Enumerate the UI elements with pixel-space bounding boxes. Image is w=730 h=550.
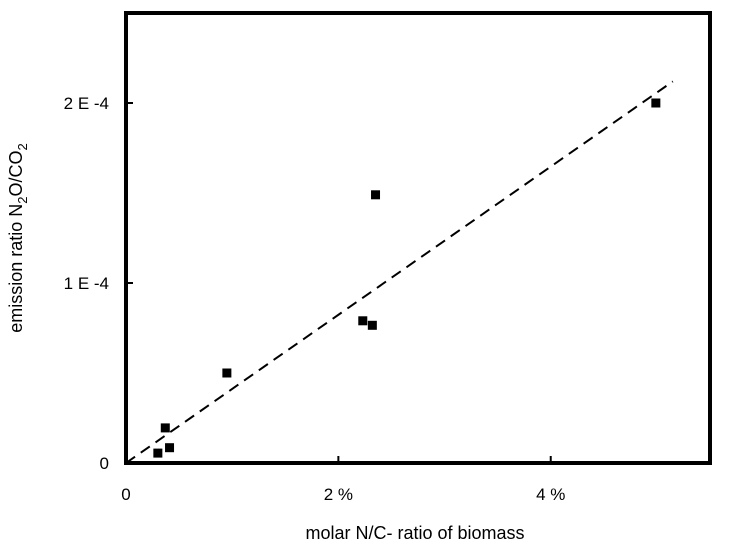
- x-tick-label: 2 %: [324, 485, 353, 504]
- y-tick-label: 0: [100, 454, 109, 473]
- y-tick-label: 1 E -4: [64, 274, 109, 293]
- y-label-middle: O/CO: [6, 150, 26, 196]
- data-points: [153, 98, 661, 458]
- data-point: [222, 368, 232, 378]
- axis-ticks: 0 2 % 4 % 0 1 E -4 2 E -4: [64, 94, 566, 504]
- data-point: [160, 423, 170, 433]
- plot-frame: [124, 11, 712, 465]
- data-point: [153, 448, 163, 458]
- y-axis-label: emission ratio N2O/CO2: [6, 143, 30, 333]
- y-tick-label: 2 E -4: [64, 94, 109, 113]
- y-label-prefix: emission ratio N: [6, 204, 26, 333]
- x-tick-label: 4 %: [536, 485, 565, 504]
- x-tick-label: 0: [121, 485, 130, 504]
- y-label-sub1: 2: [15, 196, 30, 203]
- data-point: [651, 98, 661, 108]
- y-label-sub2: 2: [15, 143, 30, 150]
- x-axis-label: molar N/C- ratio of biomass: [305, 523, 524, 543]
- data-point: [165, 443, 175, 453]
- data-point: [367, 320, 377, 330]
- data-point: [358, 316, 368, 326]
- data-point: [371, 190, 381, 200]
- trend-line: [125, 80, 674, 464]
